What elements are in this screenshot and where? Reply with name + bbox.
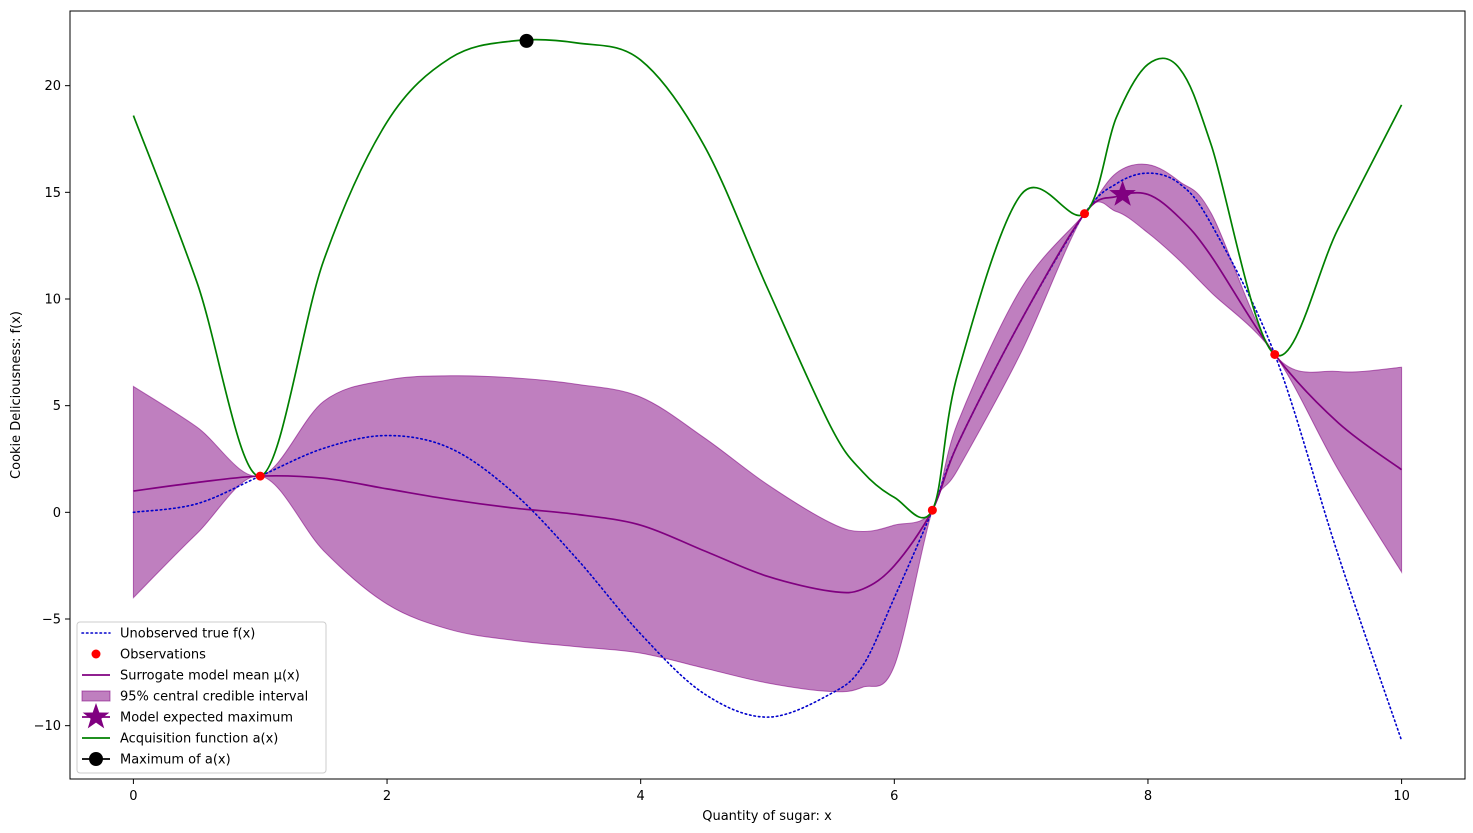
x-tick-label: 0 xyxy=(129,789,137,804)
series-line-2 xyxy=(132,38,1403,519)
y-tick-label: 5 xyxy=(53,399,61,414)
acquisition-maximum-marker xyxy=(519,33,534,48)
observation-point xyxy=(927,505,937,515)
legend-label: Surrogate model mean μ(x) xyxy=(120,669,300,684)
observation-point xyxy=(1270,349,1280,359)
y-tick-label: 10 xyxy=(44,293,61,308)
x-axis-ticks: 0 2 4 6 8 10 xyxy=(129,779,1410,804)
y-tick-label: 0 xyxy=(53,506,61,521)
series-line-0 xyxy=(132,172,1403,742)
x-tick-label: 10 xyxy=(1393,789,1410,804)
y-tick-label: 15 xyxy=(44,186,61,201)
y-tick-label: 20 xyxy=(44,79,61,94)
x-axis-label: Quantity of sugar: x xyxy=(702,809,832,824)
observation-point xyxy=(1080,209,1090,219)
y-axis-ticks: −10 −5 0 5 10 15 20 xyxy=(34,79,70,734)
legend-label: Unobserved true f(x) xyxy=(120,627,255,642)
plot-area xyxy=(132,33,1403,742)
expected-maximum-marker xyxy=(1109,180,1136,206)
observation-point xyxy=(255,471,265,481)
legend-label: Model expected maximum xyxy=(120,711,293,726)
legend: Unobserved true f(x) Observations Surrogat… xyxy=(76,621,327,774)
series-line-1 xyxy=(133,191,1403,594)
y-axis-label: Cookie Deliciousness: f(x) xyxy=(9,311,24,479)
legend-swatch-interval xyxy=(81,690,111,702)
legend-label: Acquisition function a(x) xyxy=(120,732,278,747)
legend-label: Maximum of a(x) xyxy=(120,753,231,768)
legend-frame xyxy=(76,621,327,774)
x-tick-label: 8 xyxy=(1144,789,1152,804)
y-tick-label: −5 xyxy=(42,613,61,628)
x-tick-label: 4 xyxy=(637,789,645,804)
legend-label: Observations xyxy=(120,648,206,663)
legend-swatch-observations xyxy=(91,649,101,659)
credible-interval-band xyxy=(132,163,1403,693)
x-tick-label: 2 xyxy=(383,789,391,804)
legend-swatch-max-dot xyxy=(89,752,103,766)
plot-frame xyxy=(69,10,1466,780)
legend-label: 95% central credible interval xyxy=(120,690,308,705)
legend-swatch-star xyxy=(82,703,110,729)
y-tick-label: −10 xyxy=(34,719,61,734)
x-tick-label: 6 xyxy=(890,789,898,804)
